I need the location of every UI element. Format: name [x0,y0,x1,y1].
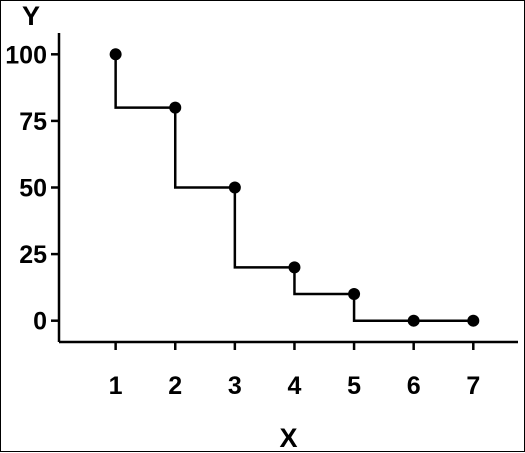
y-axis-title: Y [22,1,40,31]
x-tick-label: 1 [109,372,123,400]
x-ticks-group: 1 2 3 4 5 6 7 [109,342,480,400]
step-line [114,54,474,322]
x-tick-label: 7 [466,372,480,400]
x-tick-label: 3 [228,372,242,400]
y-tick-label: 25 [19,241,47,269]
y-tick-label: 50 [19,175,47,203]
x-tick-label: 6 [407,372,421,400]
x-axis-title: X [279,423,297,453]
x-tick-label: 4 [288,372,302,400]
data-point [228,181,241,194]
data-point [348,288,361,301]
data-point [467,314,480,327]
x-tick-label: 2 [168,372,182,400]
data-point [109,48,122,61]
data-point [407,314,420,327]
y-tick-label: 75 [19,108,47,136]
y-tick-label: 100 [5,41,47,69]
y-ticks-group: 0 25 50 75 100 [5,41,59,336]
x-tick-label: 5 [347,372,361,400]
data-point [288,261,301,274]
series-group [109,48,480,327]
y-tick-label: 0 [33,308,47,336]
data-point [169,101,182,114]
